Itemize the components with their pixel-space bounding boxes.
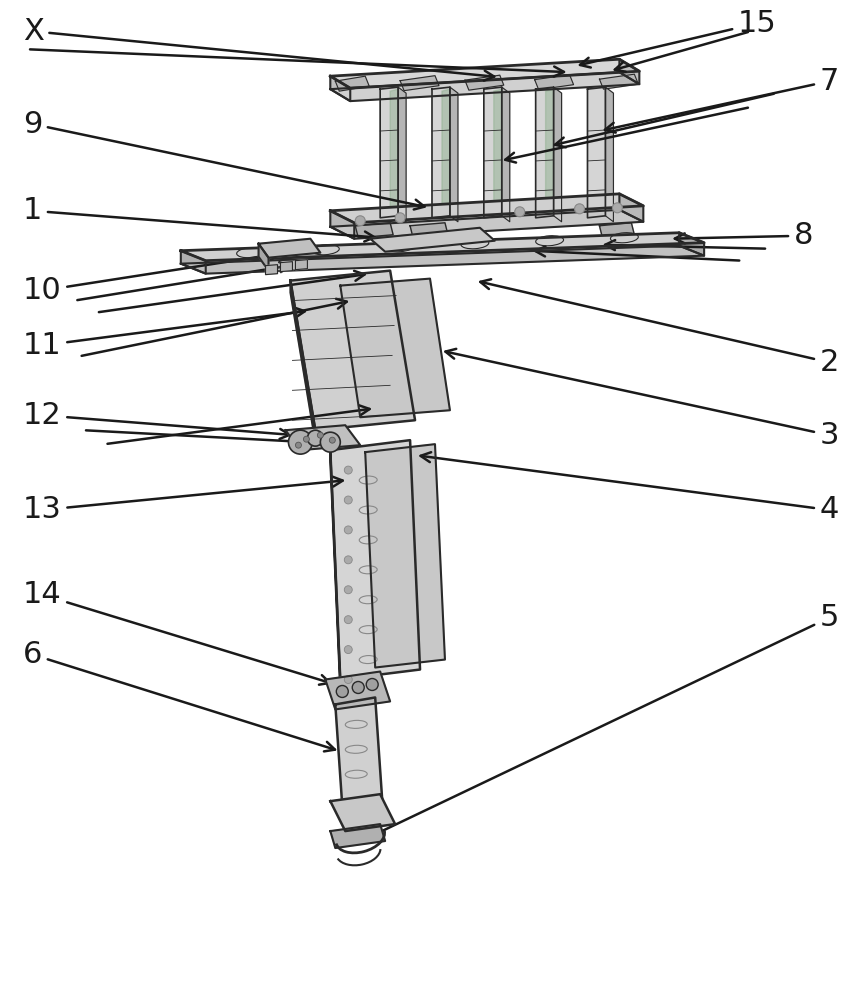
Circle shape: [344, 526, 353, 534]
Circle shape: [321, 432, 340, 452]
Polygon shape: [600, 74, 638, 89]
Circle shape: [613, 203, 622, 213]
Text: 15: 15: [580, 9, 777, 68]
Circle shape: [344, 616, 353, 624]
Polygon shape: [335, 76, 369, 91]
Polygon shape: [535, 75, 574, 90]
Polygon shape: [536, 87, 554, 218]
Polygon shape: [442, 89, 450, 217]
Text: 1: 1: [23, 196, 375, 242]
Polygon shape: [258, 244, 269, 271]
Text: 7: 7: [605, 67, 839, 133]
Polygon shape: [330, 72, 639, 101]
Circle shape: [395, 213, 405, 223]
Polygon shape: [265, 265, 277, 275]
Text: X: X: [23, 17, 494, 81]
Circle shape: [308, 430, 323, 446]
Circle shape: [344, 556, 353, 564]
Circle shape: [366, 679, 378, 690]
Circle shape: [289, 430, 313, 454]
Text: 9: 9: [23, 110, 424, 209]
Polygon shape: [400, 76, 439, 91]
Polygon shape: [606, 87, 613, 222]
Polygon shape: [290, 271, 415, 430]
Circle shape: [303, 436, 309, 442]
Polygon shape: [432, 87, 450, 218]
Polygon shape: [330, 210, 644, 239]
Polygon shape: [330, 824, 385, 848]
Polygon shape: [290, 281, 315, 442]
Polygon shape: [181, 251, 206, 274]
Polygon shape: [330, 794, 395, 831]
Circle shape: [353, 681, 365, 693]
Text: 3: 3: [446, 349, 839, 450]
Text: 11: 11: [23, 308, 305, 360]
Polygon shape: [330, 59, 639, 88]
Polygon shape: [554, 87, 562, 222]
Polygon shape: [398, 87, 406, 222]
Circle shape: [575, 204, 585, 214]
Polygon shape: [340, 279, 450, 417]
Polygon shape: [502, 87, 510, 222]
Text: 4: 4: [421, 452, 839, 524]
Polygon shape: [181, 233, 704, 261]
Text: 8: 8: [675, 221, 813, 250]
Polygon shape: [370, 228, 495, 252]
Polygon shape: [330, 211, 354, 239]
Polygon shape: [679, 233, 704, 256]
Polygon shape: [295, 260, 308, 270]
Polygon shape: [619, 194, 644, 222]
Polygon shape: [391, 89, 398, 217]
Polygon shape: [588, 87, 606, 218]
Polygon shape: [619, 59, 639, 84]
Text: 12: 12: [23, 401, 290, 439]
Polygon shape: [330, 440, 420, 680]
Circle shape: [329, 437, 335, 443]
Polygon shape: [484, 87, 502, 218]
Circle shape: [344, 646, 353, 654]
Polygon shape: [380, 87, 398, 218]
Polygon shape: [281, 262, 292, 272]
Polygon shape: [546, 89, 554, 217]
Circle shape: [317, 432, 323, 438]
Text: 2: 2: [480, 279, 839, 377]
Circle shape: [344, 496, 353, 504]
Polygon shape: [285, 425, 360, 450]
Polygon shape: [181, 246, 704, 274]
Text: 10: 10: [23, 250, 280, 305]
Polygon shape: [355, 223, 393, 238]
Polygon shape: [335, 697, 382, 806]
Polygon shape: [330, 194, 644, 223]
Circle shape: [344, 676, 353, 683]
Text: 14: 14: [23, 580, 330, 685]
Circle shape: [336, 685, 348, 697]
Polygon shape: [330, 450, 340, 691]
Polygon shape: [600, 223, 634, 238]
Text: 13: 13: [23, 477, 343, 524]
Polygon shape: [330, 76, 350, 101]
Polygon shape: [258, 239, 321, 258]
Circle shape: [355, 216, 365, 226]
Circle shape: [344, 466, 353, 474]
Circle shape: [295, 442, 302, 448]
Text: 6: 6: [23, 640, 335, 751]
Polygon shape: [465, 75, 504, 90]
Text: 5: 5: [371, 603, 839, 837]
Polygon shape: [450, 87, 458, 222]
Polygon shape: [494, 89, 502, 217]
Polygon shape: [326, 672, 391, 709]
Circle shape: [515, 207, 524, 217]
Circle shape: [344, 586, 353, 594]
Polygon shape: [365, 444, 445, 668]
Polygon shape: [410, 223, 448, 238]
